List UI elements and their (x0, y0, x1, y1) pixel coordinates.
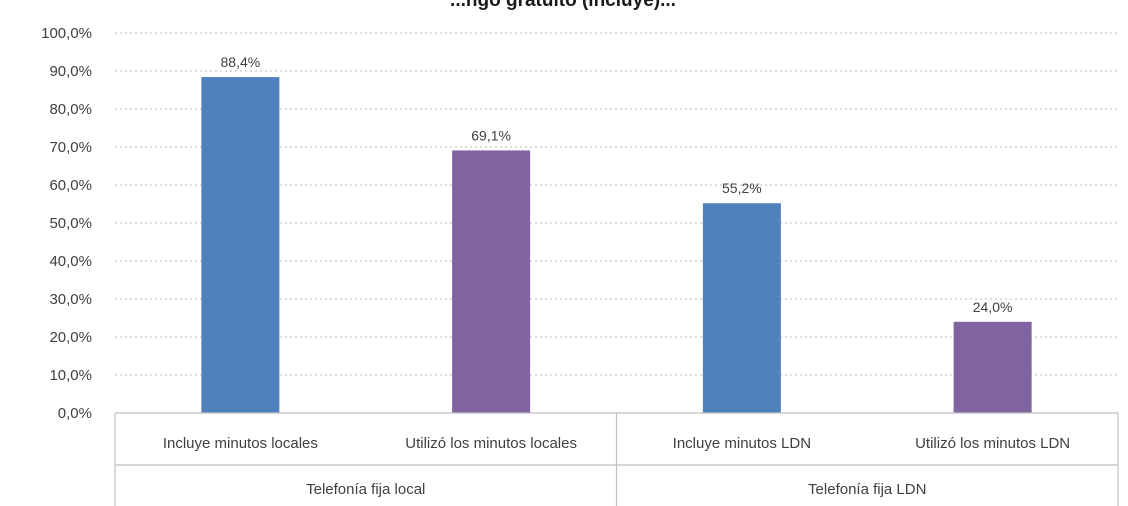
y-tick-label: 60,0% (49, 177, 92, 194)
bar (953, 321, 1032, 413)
y-tick-label: 80,0% (49, 101, 92, 118)
bars (201, 77, 1032, 414)
group-label: Telefonía fija LDN (808, 481, 926, 498)
bar (702, 203, 781, 413)
y-tick-label: 70,0% (49, 139, 92, 156)
chart-title: ...ngo gratuito (incluye)... (450, 0, 676, 11)
y-axis-ticks: 0,0% 10,0% 20,0% 30,0% 40,0% 50,0% 60,0% 70,0% 8… (41, 25, 92, 422)
category-axis: Incluye minutos locales Utilizó los minut… (114, 412, 1119, 506)
y-tick-label: 40,0% (49, 253, 92, 270)
y-tick-label: 10,0% (49, 367, 92, 384)
data-label: 24,0% (973, 299, 1013, 315)
category-label: Utilizó los minutos locales (405, 435, 577, 452)
gridlines (115, 32, 1118, 376)
y-tick-label: 20,0% (49, 329, 92, 346)
data-label: 55,2% (722, 180, 762, 196)
data-labels: 88,4% 69,1% 55,2% 24,0% (221, 54, 1013, 315)
y-tick-label: 50,0% (49, 215, 92, 232)
category-label: Utilizó los minutos LDN (915, 435, 1070, 452)
data-label: 69,1% (471, 127, 511, 143)
data-label: 88,4% (221, 54, 261, 70)
y-tick-label: 30,0% (49, 291, 92, 308)
bar (452, 150, 531, 414)
category-label: Incluye minutos locales (163, 435, 318, 452)
y-tick-label: 100,0% (41, 25, 92, 42)
bar (201, 77, 280, 413)
y-tick-label: 0,0% (58, 405, 92, 422)
category-label: Incluye minutos LDN (673, 435, 811, 452)
group-label: Telefonía fija local (306, 481, 425, 498)
y-tick-label: 90,0% (49, 63, 92, 80)
